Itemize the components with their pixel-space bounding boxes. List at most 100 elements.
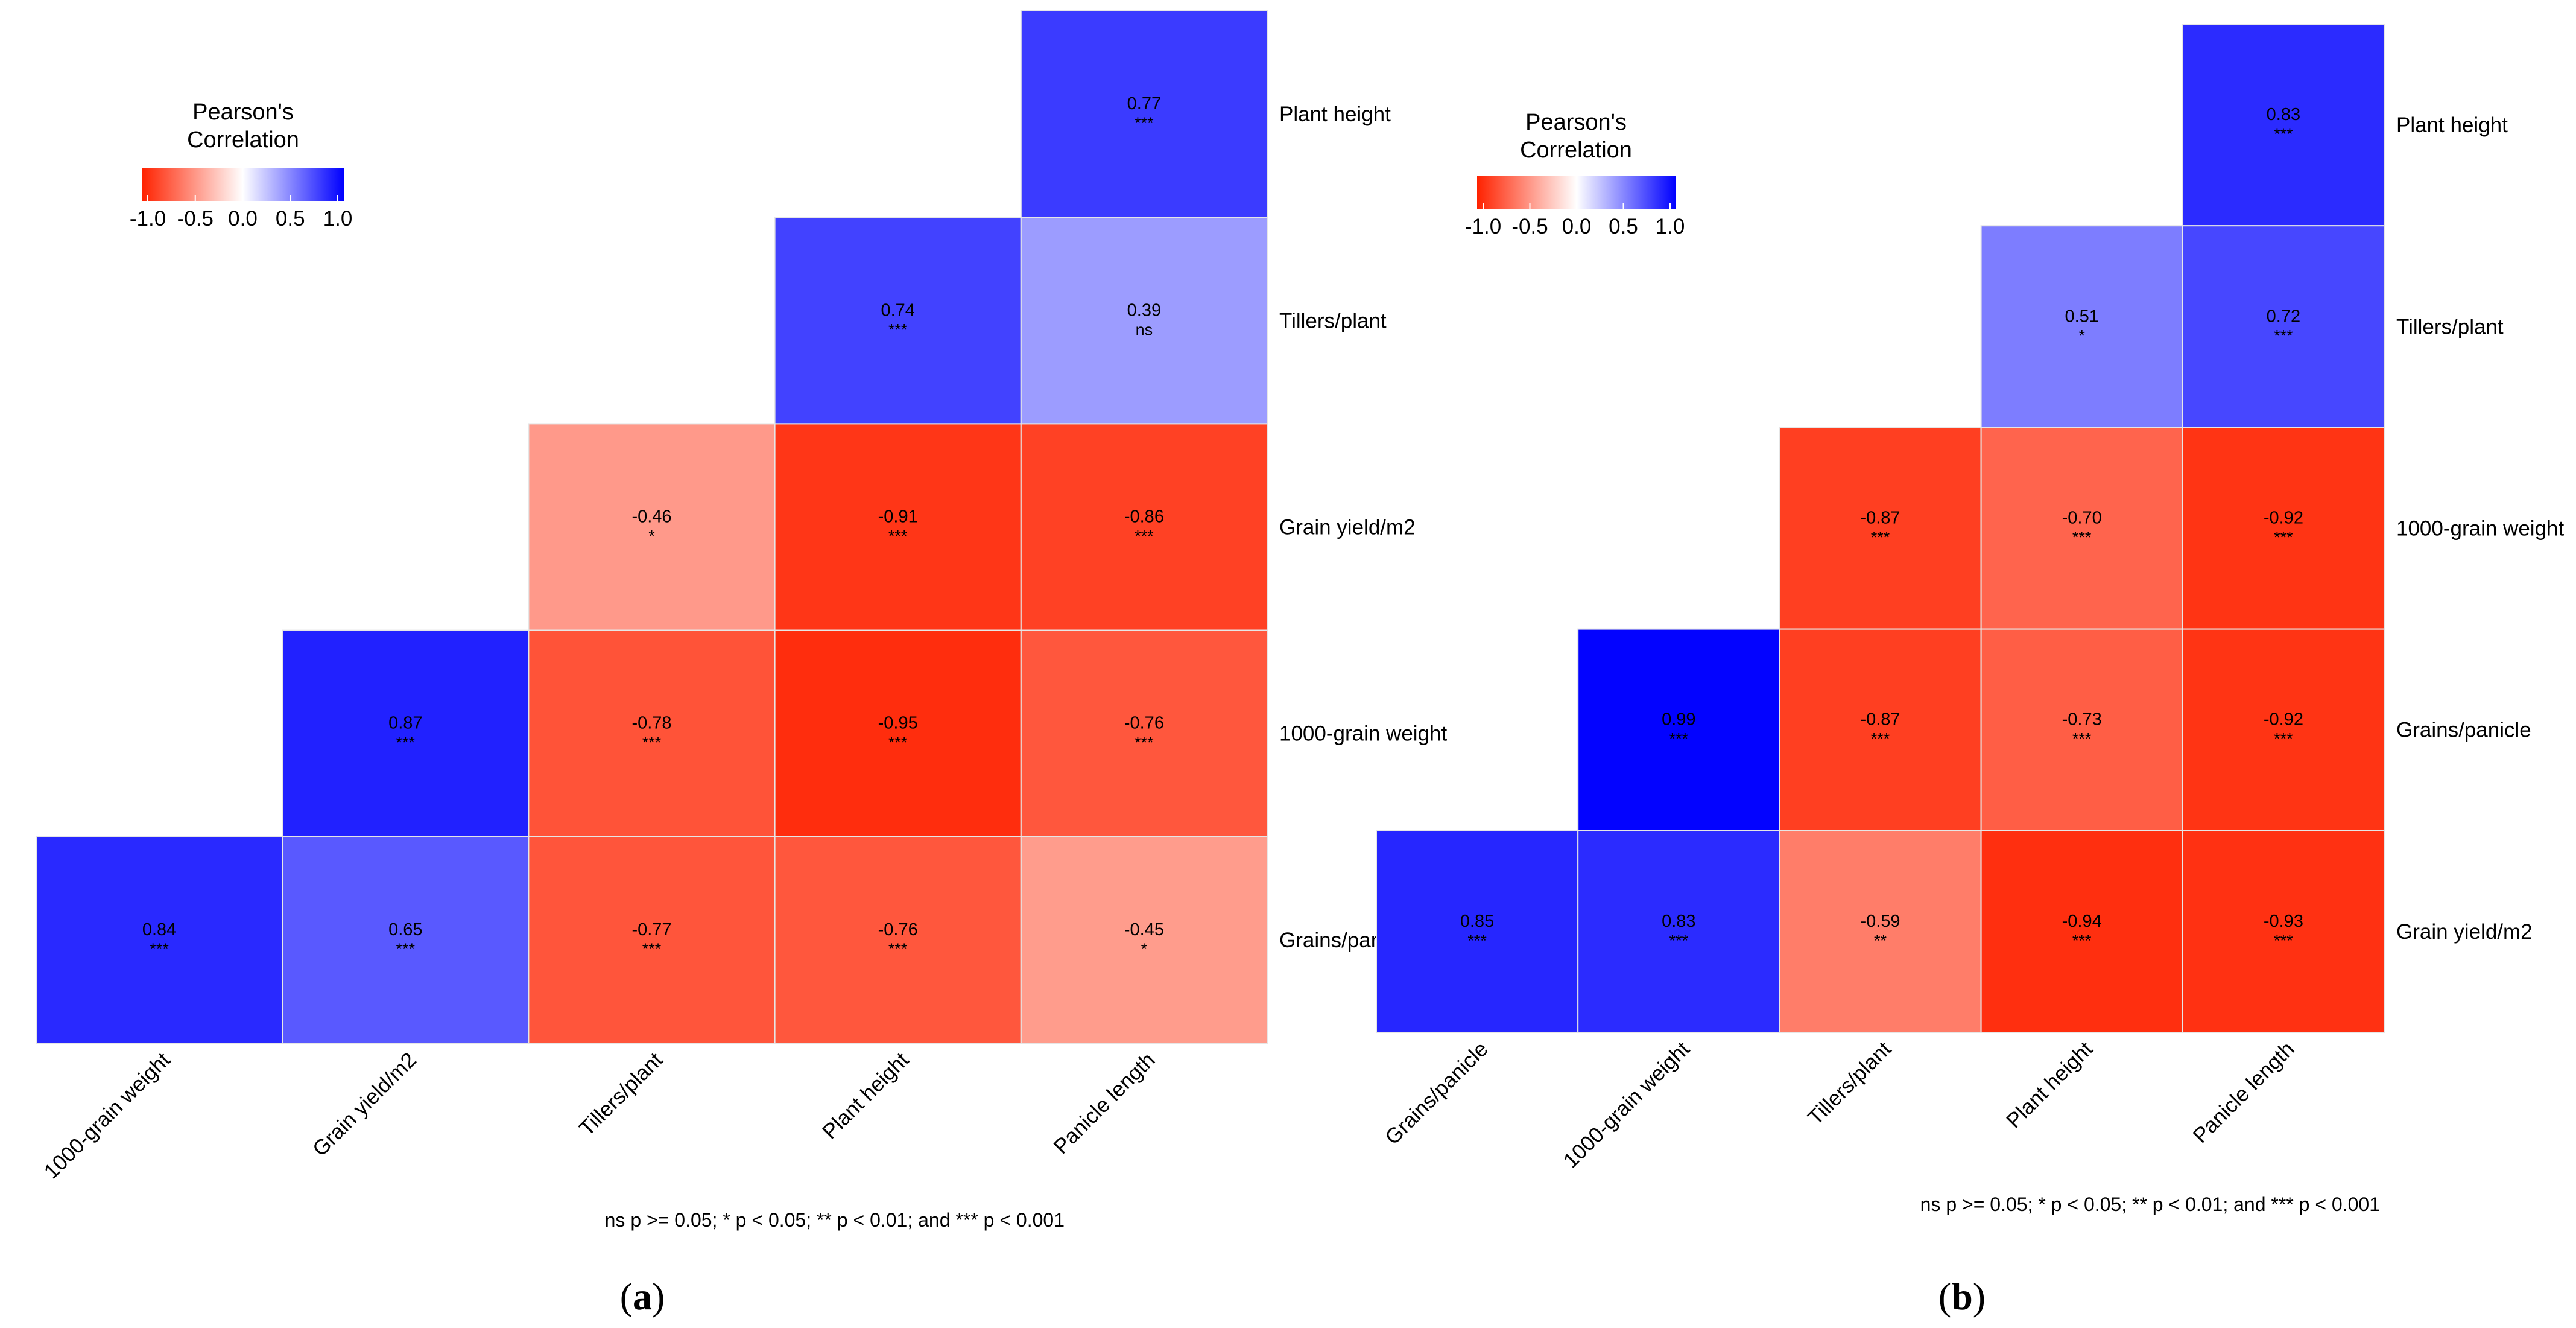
panel-b-cell-value: 0.83 — [2267, 105, 2300, 124]
panel-b-cell-value: 0.51 — [2065, 307, 2098, 326]
panel-b-legend: Pearson's Correlation -1.0 -0.5 0.0 0.5 1.0 — [1465, 110, 1685, 238]
panel-b-cell-significance: *** — [1467, 932, 1487, 950]
panel-b-cell-significance: * — [2078, 326, 2085, 345]
panel-a-heatmap-cell — [36, 836, 283, 1044]
panel-b-heatmap-cell — [2182, 24, 2385, 227]
panel-a-heatmap-cell — [528, 629, 776, 837]
panel-a-cell-value: -0.77 — [631, 920, 671, 939]
panel-a-cell-value: -0.78 — [631, 714, 671, 733]
panel-a-cell-significance: *** — [642, 940, 662, 958]
panel-a-cell-value: -0.76 — [878, 920, 918, 939]
panel-a-legend-tick-label: 0.5 — [276, 207, 305, 230]
panel-a-cell-value: -0.86 — [1124, 507, 1164, 527]
panel-b-row-label: Grain yield/m2 — [2396, 920, 2533, 944]
panel-a-column-label: Grain yield/m2 — [308, 1048, 421, 1161]
panel-a-cell-value: -0.95 — [878, 714, 918, 733]
panel-a-heatmap-cell — [1020, 423, 1268, 631]
panel-a-cell-significance: *** — [396, 940, 416, 958]
panel-b-caption-letter: b — [1951, 1275, 1973, 1318]
panel-a-legend-title-line1: Pearson's — [192, 100, 294, 125]
panel-a-cell-value: 0.39 — [1127, 300, 1161, 320]
panel-b-heatmap-cell — [1980, 830, 2183, 1034]
panel-a-cell-significance: *** — [150, 940, 169, 958]
panel-a-heatmap-cell — [1020, 217, 1268, 425]
panel-b-column-label: Grains/panicle — [1381, 1037, 1493, 1149]
panel-a-cell-value: 0.77 — [1127, 94, 1161, 113]
panel-b-cell-significance: *** — [2274, 529, 2293, 547]
panel-b-significance-note: ns p >= 0.05; * p < 0.05; ** p < 0.01; a… — [1920, 1193, 2380, 1215]
panel-a-correlation-heatmap: Pearson's Correlation -1.0 -0.5 0.0 0.5 1.0 … — [36, 10, 1448, 1318]
panel-b-legend-colorbar — [1477, 176, 1676, 209]
panel-a-cell-significance: *** — [888, 527, 908, 545]
panel-a-column-label: Tillers/plant — [575, 1048, 667, 1140]
panel-a-cell-significance: ns — [1136, 320, 1153, 338]
panel-b-heatmap-cell — [1577, 830, 1780, 1034]
panel-b-cell-significance: *** — [2274, 932, 2293, 950]
panel-a-heatmap-cell — [1020, 629, 1268, 837]
panel-b-cell-significance: *** — [1669, 730, 1689, 748]
panel-b-cell-value: -0.87 — [1860, 509, 1900, 528]
panel-b-legend-tick-label: 1.0 — [1656, 215, 1685, 238]
panel-a-heatmap-cell — [1020, 10, 1268, 218]
panel-a-cell-significance: *** — [1135, 114, 1154, 132]
panel-b-cell-value: -0.87 — [1860, 710, 1900, 729]
panel-a-cell-significance: *** — [396, 734, 416, 752]
panel-a-cell-significance: *** — [1135, 734, 1154, 752]
panel-a-column-label: Plant height — [818, 1048, 913, 1143]
panel-b-legend-tick-label: 0.0 — [1562, 215, 1592, 238]
panel-a-cell-significance: *** — [642, 734, 662, 752]
panel-b-legend-title-line2: Correlation — [1520, 138, 1632, 163]
panel-b-column-label: Panicle length — [2188, 1037, 2299, 1148]
panel-b-cell-significance: *** — [1871, 730, 1890, 748]
panel-b-heatmap-cell — [1980, 628, 2183, 831]
panel-b-row-label: Grains/panicle — [2396, 719, 2531, 742]
panel-b-cell-significance: *** — [2274, 730, 2293, 748]
panel-a-cell-value: 0.87 — [388, 714, 422, 733]
panel-b-cell-significance: *** — [2274, 125, 2293, 143]
panel-b-legend-tick-label: -0.5 — [1511, 215, 1548, 238]
panel-a-caption-letter: a — [633, 1275, 652, 1318]
panel-b-heatmap-cell — [2182, 628, 2385, 831]
panel-a-legend-title-line2: Correlation — [187, 127, 299, 153]
panel-b-cell-value: -0.94 — [2062, 912, 2102, 931]
panel-b-cell-significance: ** — [1874, 932, 1887, 950]
panel-a-legend-tick-label: -0.5 — [177, 207, 214, 230]
panel-b-row-label: 1000-grain weight — [2396, 517, 2565, 541]
panel-a-row-label: Grain yield/m2 — [1279, 516, 1416, 539]
panel-a-cell-value: 0.65 — [388, 920, 422, 939]
panel-a-cell-significance: *** — [1135, 527, 1154, 545]
panel-a-cell-value: -0.45 — [1124, 920, 1164, 939]
panel-b-cell-significance: *** — [2072, 932, 2092, 950]
panel-b-cell-value: 0.85 — [1460, 912, 1494, 931]
panel-a-heatmap-cell — [282, 629, 530, 837]
panel-a-cell-significance: *** — [888, 734, 908, 752]
panel-a-heatmap-cell — [774, 217, 1022, 425]
panel-a-caption: (a) — [620, 1275, 665, 1318]
panel-b-cell-value: -0.59 — [1860, 912, 1900, 931]
panel-a-heatmap-cell — [282, 836, 530, 1044]
panel-b-cell-value: -0.92 — [2264, 509, 2303, 528]
panel-a-cell-significance: *** — [888, 940, 908, 958]
panel-a-row-label: Plant height — [1279, 103, 1391, 126]
panel-b-caption: (b) — [1938, 1275, 1986, 1318]
panel-b-cell-value: -0.73 — [2062, 710, 2102, 729]
panel-b-cell-significance: *** — [2072, 529, 2092, 547]
panel-b-column-label: Plant height — [2002, 1037, 2097, 1133]
panel-a-column-label: 1000-grain weight — [39, 1048, 175, 1184]
panel-a-cell-significance: * — [648, 527, 655, 545]
panel-a-legend-tick-label: 0.0 — [228, 207, 258, 230]
panel-b-row-label: Plant height — [2396, 113, 2508, 137]
panel-b-cell-significance: *** — [2274, 326, 2293, 345]
panel-b-cell-significance: *** — [2072, 730, 2092, 748]
panel-b-cell-value: 0.83 — [1662, 912, 1695, 931]
panel-b-heatmap-cell — [1779, 628, 1982, 831]
panel-a-row-label: Tillers/plant — [1279, 309, 1387, 332]
panel-b-cell-value: 0.99 — [1662, 710, 1695, 729]
panel-b-column-label: 1000-grain weight — [1559, 1037, 1695, 1173]
panel-a-cell-value: -0.91 — [878, 507, 918, 527]
panel-b-legend-tick-label: -1.0 — [1465, 215, 1501, 238]
panel-a-legend: Pearson's Correlation -1.0 -0.5 0.0 0.5 1.0 — [130, 100, 352, 230]
panel-a-legend-tick-label: 1.0 — [323, 207, 353, 230]
panel-b-correlation-heatmap: Pearson's Correlation -1.0 -0.5 0.0 0.5 1.0 … — [1376, 24, 2565, 1318]
